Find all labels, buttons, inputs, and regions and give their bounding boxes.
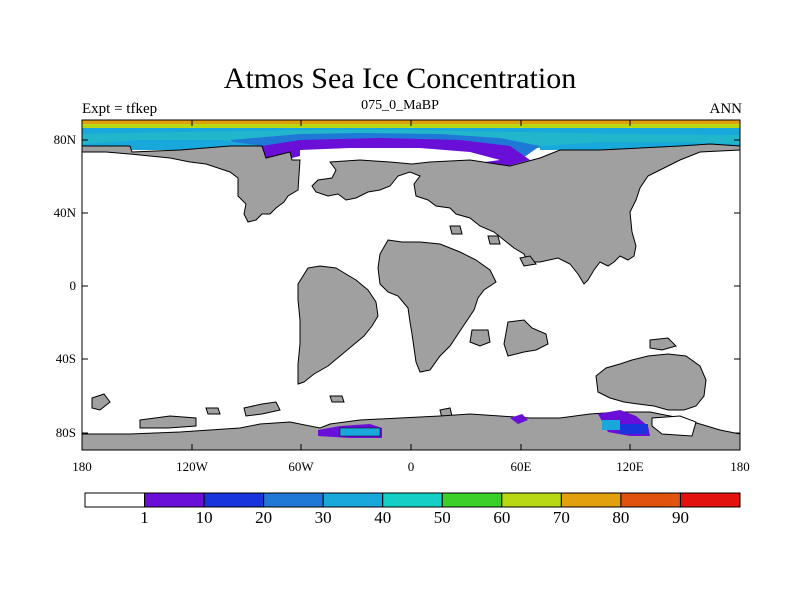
colorbar-label: 20 [255,508,273,527]
y-tick-80n: 80N [53,132,76,147]
colorbar [84,492,741,508]
season-label: ANN [709,101,743,117]
island-pacific [91,393,111,411]
colorbar-swatch [501,492,562,508]
colorbar-label: 70 [552,508,570,527]
x-tick-180-right: 180 [730,459,750,474]
x-tick-120w: 120W [176,459,208,474]
map-title: Atmos Sea Ice Concentration [223,62,577,95]
colorbar-label: 50 [433,508,451,527]
y-tick-0: 0 [69,278,77,293]
colorbar-swatch [382,492,443,508]
north-america-land [81,145,301,223]
x-tick-60w: 60W [288,459,314,474]
axis-ticks [82,120,740,450]
australia-land [595,353,707,411]
colorbar-swatch [84,492,146,508]
colorbar-label: 60 [493,508,511,527]
se-asia-land [503,319,549,357]
colorbar-swatch [679,492,741,508]
antilles-land [469,329,491,347]
colorbar-label: 40 [374,508,392,527]
colorbar-swatch [441,492,503,508]
island-south-2 [243,401,281,417]
eurasia-land [311,143,741,285]
colorbar-swatch [560,492,622,508]
colorbar-swatch [263,492,324,508]
colorbar-label: 10 [195,508,213,527]
colorbar-label: 1 [140,508,149,527]
island-south-1 [139,415,197,429]
antarctic-sea-ice [318,410,697,438]
small-island-3 [487,235,501,245]
colorbar-swatch [203,492,265,508]
antarctica-land [81,411,741,451]
y-tick-40s: 40S [55,351,76,366]
x-tick-0: 0 [407,459,415,474]
small-island-2 [449,225,463,235]
x-tick-120e: 120E [616,459,644,474]
colorbar-label: 30 [314,508,332,527]
colorbar-swatch [620,492,681,508]
africa-land [377,239,497,373]
x-tick-60e: 60E [510,459,532,474]
colorbar-label: 90 [671,508,689,527]
land-masses [81,143,741,451]
x-tick-180-left: 180 [72,459,92,474]
y-tick-40n: 40N [53,205,76,220]
period-label: 075_0_MaBP [361,98,439,113]
colorbar-swatch [144,492,205,508]
island-south-3 [205,407,221,415]
island-south-4 [329,395,345,403]
small-island-1 [519,255,537,267]
new-guinea-land [649,337,677,351]
experiment-label: Expt = tfkep [82,101,158,117]
south-america-land [297,265,379,385]
colorbar-swatch [322,492,384,508]
y-tick-80s: 80S [55,425,76,440]
colorbar-label: 80 [612,508,630,527]
